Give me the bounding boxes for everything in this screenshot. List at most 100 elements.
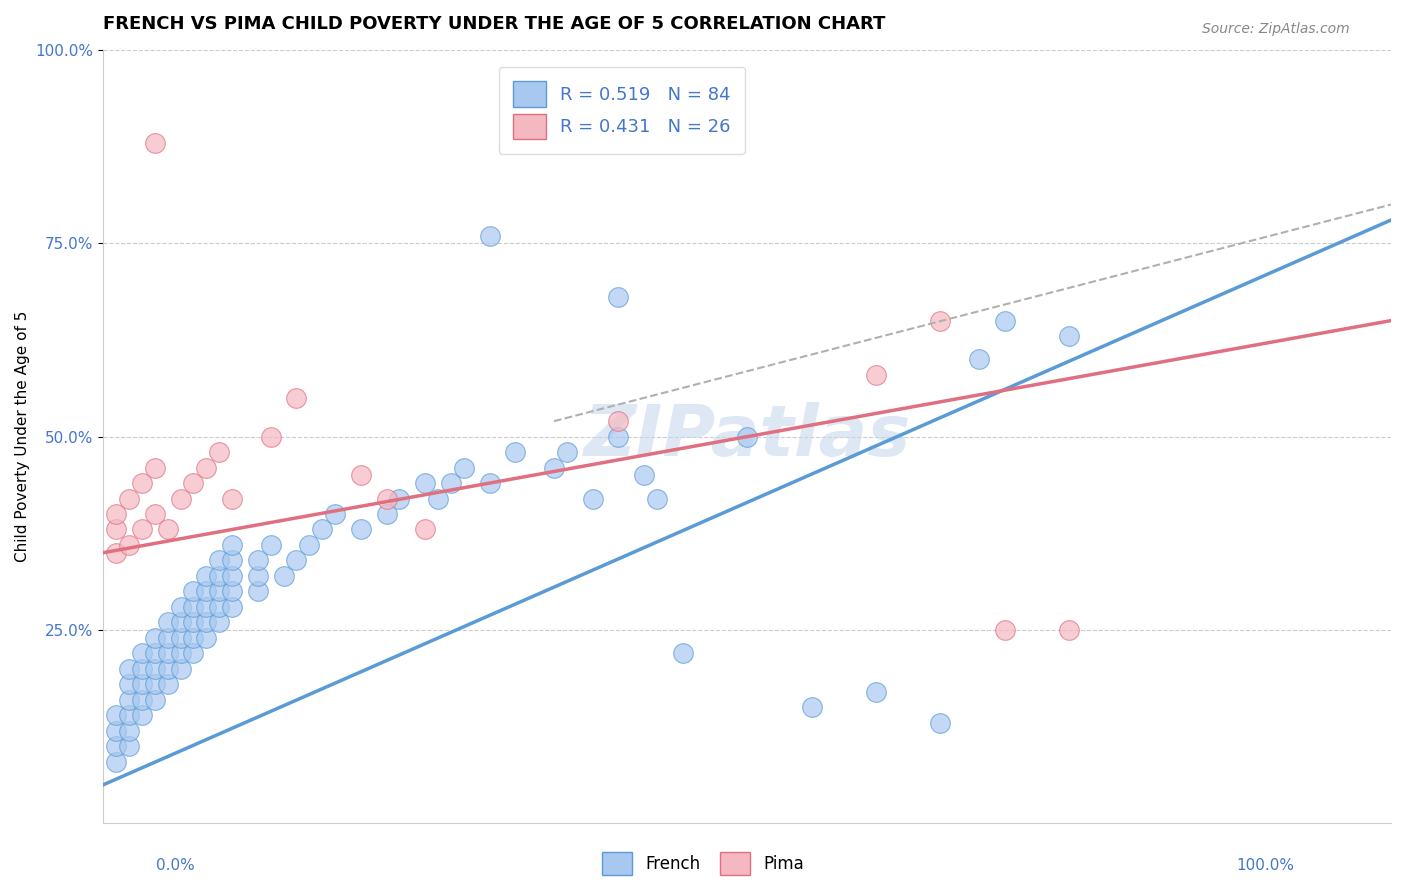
Point — [131, 708, 153, 723]
Point — [169, 599, 191, 614]
Point — [543, 460, 565, 475]
Point — [105, 739, 128, 753]
Point — [311, 523, 333, 537]
Point — [208, 584, 231, 599]
Point — [195, 631, 218, 645]
Point — [994, 313, 1017, 327]
Point — [672, 646, 695, 660]
Point — [143, 646, 166, 660]
Point — [581, 491, 603, 506]
Point — [169, 646, 191, 660]
Point — [929, 313, 952, 327]
Point — [453, 460, 475, 475]
Point — [929, 715, 952, 730]
Point — [118, 662, 141, 676]
Point — [118, 491, 141, 506]
Point — [221, 569, 243, 583]
Point — [105, 507, 128, 521]
Point — [156, 662, 179, 676]
Point — [208, 569, 231, 583]
Point — [105, 523, 128, 537]
Point — [118, 692, 141, 706]
Point — [131, 646, 153, 660]
Point — [221, 538, 243, 552]
Point — [1057, 623, 1080, 637]
Point — [156, 631, 179, 645]
Point — [195, 460, 218, 475]
Point — [169, 662, 191, 676]
Text: 100.0%: 100.0% — [1236, 858, 1295, 872]
Point — [131, 476, 153, 491]
Point — [440, 476, 463, 491]
Point — [260, 430, 283, 444]
Point — [478, 476, 501, 491]
Point — [388, 491, 411, 506]
Point — [323, 507, 346, 521]
Legend: French, Pima: French, Pima — [593, 844, 813, 884]
Point — [183, 584, 205, 599]
Point — [156, 646, 179, 660]
Point — [143, 460, 166, 475]
Point — [156, 523, 179, 537]
Point — [221, 491, 243, 506]
Point — [246, 553, 269, 567]
Point — [285, 553, 308, 567]
Point — [413, 476, 436, 491]
Point — [645, 491, 668, 506]
Point — [183, 599, 205, 614]
Text: 0.0%: 0.0% — [156, 858, 195, 872]
Point — [1057, 329, 1080, 343]
Point — [131, 677, 153, 691]
Point — [865, 368, 887, 382]
Point — [505, 445, 527, 459]
Point — [131, 662, 153, 676]
Text: Source: ZipAtlas.com: Source: ZipAtlas.com — [1202, 22, 1350, 37]
Point — [143, 507, 166, 521]
Point — [118, 739, 141, 753]
Point — [131, 692, 153, 706]
Point — [800, 700, 823, 714]
Legend: R = 0.519   N = 84, R = 0.431   N = 26: R = 0.519 N = 84, R = 0.431 N = 26 — [499, 67, 745, 153]
Point — [298, 538, 321, 552]
Point — [208, 445, 231, 459]
Point — [169, 491, 191, 506]
Point — [169, 615, 191, 630]
Point — [143, 692, 166, 706]
Point — [375, 491, 398, 506]
Point — [260, 538, 283, 552]
Point — [195, 569, 218, 583]
Text: FRENCH VS PIMA CHILD POVERTY UNDER THE AGE OF 5 CORRELATION CHART: FRENCH VS PIMA CHILD POVERTY UNDER THE A… — [103, 15, 886, 33]
Point — [246, 569, 269, 583]
Point — [607, 290, 630, 304]
Point — [105, 723, 128, 738]
Point — [221, 599, 243, 614]
Point — [350, 468, 373, 483]
Point — [105, 708, 128, 723]
Point — [285, 391, 308, 405]
Point — [555, 445, 578, 459]
Point — [478, 228, 501, 243]
Point — [994, 623, 1017, 637]
Point — [183, 631, 205, 645]
Point — [208, 599, 231, 614]
Point — [156, 677, 179, 691]
Point — [413, 523, 436, 537]
Point — [131, 523, 153, 537]
Point — [195, 615, 218, 630]
Point — [246, 584, 269, 599]
Point — [118, 538, 141, 552]
Point — [183, 646, 205, 660]
Point — [105, 546, 128, 560]
Point — [195, 584, 218, 599]
Point — [735, 430, 758, 444]
Point — [273, 569, 295, 583]
Point — [183, 476, 205, 491]
Point — [156, 615, 179, 630]
Point — [183, 615, 205, 630]
Point — [118, 708, 141, 723]
Point — [195, 599, 218, 614]
Point — [221, 553, 243, 567]
Point — [208, 553, 231, 567]
Point — [208, 615, 231, 630]
Point — [143, 136, 166, 150]
